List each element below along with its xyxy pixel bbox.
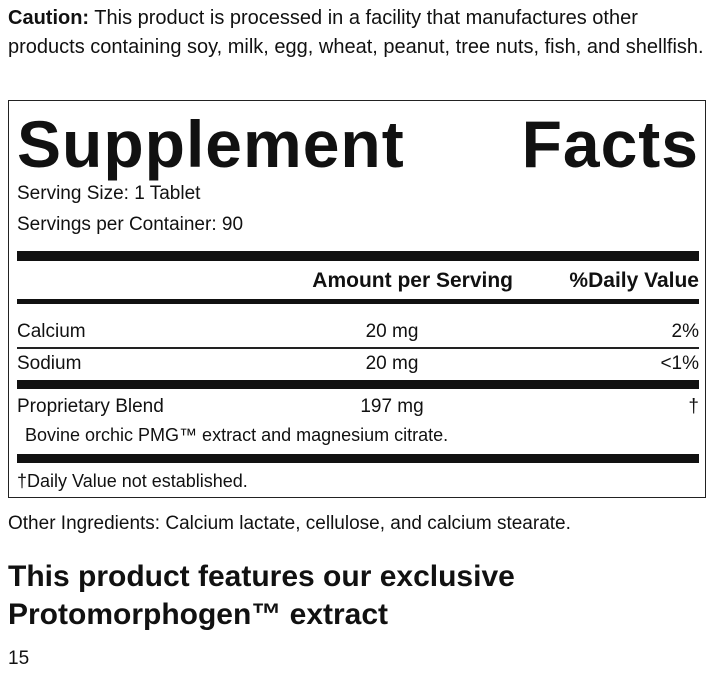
caution-text: This product is processed in a facility … xyxy=(8,7,704,58)
supplement-facts-panel: Supplement Facts Serving Size: 1 Tablet … xyxy=(8,100,706,498)
other-ingredients: Other Ingredients: Calcium lactate, cell… xyxy=(8,513,571,534)
nutrient-row: Sodium 20 mg <1% xyxy=(17,353,699,375)
nutrient-amount: 20 mg xyxy=(365,321,419,342)
feature-heading: This product features our exclusive Prot… xyxy=(8,560,515,631)
row-line xyxy=(17,347,699,349)
footnote: †Daily Value not established. xyxy=(17,471,248,491)
caution-label: Caution: xyxy=(8,7,90,29)
nutrient-row: Calcium 20 mg 2% xyxy=(17,321,699,343)
nutrient-dv: 2% xyxy=(671,321,699,342)
nutrient-dv: † xyxy=(688,396,699,417)
nutrient-amount: 197 mg xyxy=(360,396,424,417)
nutrient-row: Proprietary Blend 197 mg † xyxy=(17,396,699,418)
nutrient-name: Sodium xyxy=(17,353,82,374)
page-number: 15 xyxy=(8,648,30,669)
nutrient-name: Proprietary Blend xyxy=(17,396,164,417)
nutrient-name: Calcium xyxy=(17,321,86,342)
caution: Caution: This product is processed in a … xyxy=(8,4,708,62)
amount-header: Amount per Serving xyxy=(312,269,513,292)
daily-value-header: %Daily Value xyxy=(569,269,699,292)
blend-detail: Bovine orchic PMG™ extract and magnesium… xyxy=(25,425,449,445)
facts-title: Supplement Facts xyxy=(17,107,699,181)
divider-bar xyxy=(17,251,699,261)
serving-size: Serving Size: 1 Tablet xyxy=(17,183,201,204)
nutrient-amount: 20 mg xyxy=(365,353,419,374)
divider-bar xyxy=(17,299,699,304)
nutrient-dv: <1% xyxy=(660,353,699,374)
header-row: Amount per Serving %Daily Value xyxy=(17,269,699,293)
servings-per-container: Servings per Container: 90 xyxy=(17,214,244,235)
divider-bar xyxy=(17,454,699,463)
divider-bar xyxy=(17,380,699,389)
